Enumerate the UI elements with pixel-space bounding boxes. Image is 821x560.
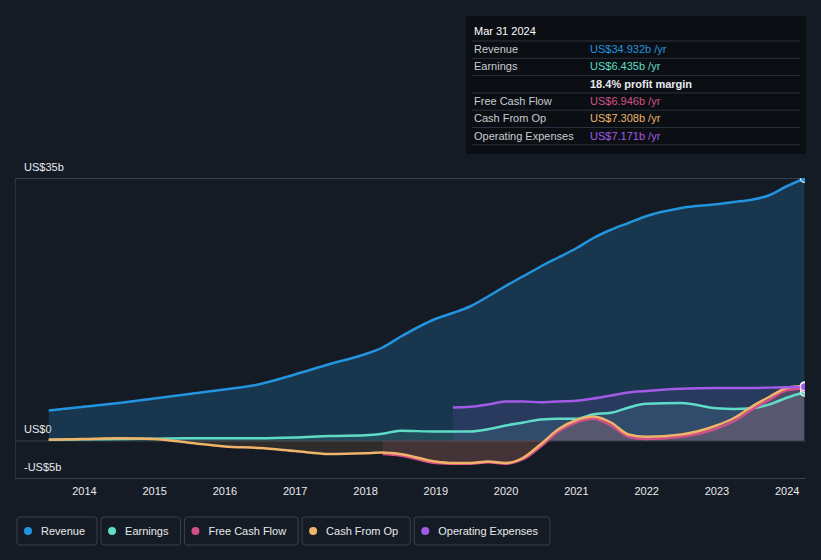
- x-tick: 2016: [213, 478, 237, 497]
- series-line: [49, 179, 805, 411]
- x-tick-label: 2015: [142, 485, 166, 497]
- x-tick-label: 2020: [494, 485, 518, 497]
- end-point: [800, 383, 805, 391]
- end-point: [800, 178, 805, 183]
- x-tick-label: 2017: [283, 485, 307, 497]
- legend-box[interactable]: [302, 517, 410, 545]
- x-tick: 2015: [142, 478, 166, 497]
- x-tick: 2020: [494, 478, 518, 497]
- background: [0, 0, 821, 560]
- x-axis-line: [16, 478, 806, 479]
- x-tick: 2021: [564, 478, 588, 497]
- y-tick: US$35b: [15, 161, 805, 179]
- series-area: [453, 387, 804, 441]
- tooltip-label: Operating Expenses: [474, 130, 574, 142]
- grid-line: [15, 478, 805, 479]
- tooltip-separator: [472, 41, 800, 42]
- tooltip-value: US$7.171b /yr: [590, 130, 661, 142]
- x-tick: 2018: [353, 478, 377, 497]
- tooltip-separator: [472, 127, 800, 128]
- legend: Revenue Earnings Free Cash Flow Cash From O…: [17, 517, 550, 545]
- legend-label: Cash From Op: [326, 525, 398, 537]
- x-tick-label: 2019: [424, 485, 448, 497]
- x-tick-label: 2022: [634, 485, 658, 497]
- x-tick-label: 2021: [564, 485, 588, 497]
- legend-label: Free Cash Flow: [208, 525, 286, 537]
- legend-item[interactable]: Free Cash Flow: [184, 517, 298, 545]
- x-tick-label: 2023: [705, 485, 729, 497]
- legend-box[interactable]: [101, 517, 180, 545]
- tooltip-separator: [472, 58, 800, 59]
- y-axis-line: [15, 179, 16, 479]
- tooltip-label: Revenue: [474, 43, 518, 55]
- x-tick: 2019: [424, 478, 448, 497]
- legend-item[interactable]: Cash From Op: [302, 517, 410, 545]
- tooltip-value: US$7.308b /yr: [590, 112, 661, 124]
- x-tick: 2022: [634, 478, 658, 497]
- y-axis: -US$5b US$0 US$35b: [15, 161, 805, 479]
- grid-line: [15, 178, 805, 179]
- legend-box[interactable]: [414, 517, 550, 545]
- tooltip-value: US$6.435b /yr: [590, 60, 661, 72]
- tooltip-date: Mar 31 2024: [474, 25, 536, 37]
- x-axis: 2014 2015 2016 2017 2018 2019 2020 2021 2022 2023…: [16, 478, 806, 497]
- y-tick-label: -US$5b: [24, 461, 61, 473]
- legend-item[interactable]: Operating Expenses: [414, 517, 550, 545]
- legend-swatch: [24, 527, 32, 535]
- plot-area: [49, 178, 805, 464]
- tooltip-value: US$6.946b /yr: [590, 95, 661, 107]
- legend-label: Earnings: [125, 525, 169, 537]
- tooltip-separator: [472, 110, 800, 111]
- y-tick-label: US$0: [24, 423, 52, 435]
- legend-swatch: [309, 527, 317, 535]
- y-tick: -US$5b: [15, 461, 805, 479]
- tooltip-value: US$34.932b /yr: [590, 43, 667, 55]
- x-tick-label: 2014: [72, 485, 96, 497]
- series-line: [49, 386, 805, 463]
- tooltip: Mar 31 2024 Revenue US$34.932b /yr Earnings…: [466, 16, 806, 154]
- chart: -US$5b US$0 US$35b 2014 2015 2016 2017 2018 2019…: [0, 0, 821, 560]
- legend-label: Operating Expenses: [438, 525, 538, 537]
- legend-swatch: [421, 527, 429, 535]
- legend-swatch: [191, 527, 199, 535]
- legend-label: Revenue: [41, 525, 85, 537]
- x-tick: 2024: [775, 478, 799, 497]
- tooltip-label: Earnings: [474, 60, 518, 72]
- legend-item[interactable]: Revenue: [17, 517, 97, 545]
- series-line: [453, 387, 804, 408]
- legend-box[interactable]: [17, 517, 97, 545]
- y-tick-label: US$35b: [24, 161, 64, 173]
- legend-item[interactable]: Earnings: [101, 517, 180, 545]
- tooltip-separator: [472, 144, 800, 145]
- x-tick: 2023: [705, 478, 729, 497]
- tooltip-note: 18.4% profit margin: [590, 78, 692, 90]
- x-tick-label: 2016: [213, 485, 237, 497]
- tooltip-label: Free Cash Flow: [474, 95, 552, 107]
- x-tick-label: 2018: [353, 485, 377, 497]
- legend-swatch: [108, 527, 116, 535]
- x-tick-label: 2024: [775, 485, 799, 497]
- tooltip-separator: [472, 92, 800, 93]
- series-area: [49, 179, 805, 441]
- tooltip-box: [466, 16, 806, 154]
- x-tick: 2014: [72, 478, 96, 497]
- legend-box[interactable]: [184, 517, 298, 545]
- tooltip-separator: [472, 75, 800, 76]
- tooltip-label: Cash From Op: [474, 112, 546, 124]
- x-tick: 2017: [283, 478, 307, 497]
